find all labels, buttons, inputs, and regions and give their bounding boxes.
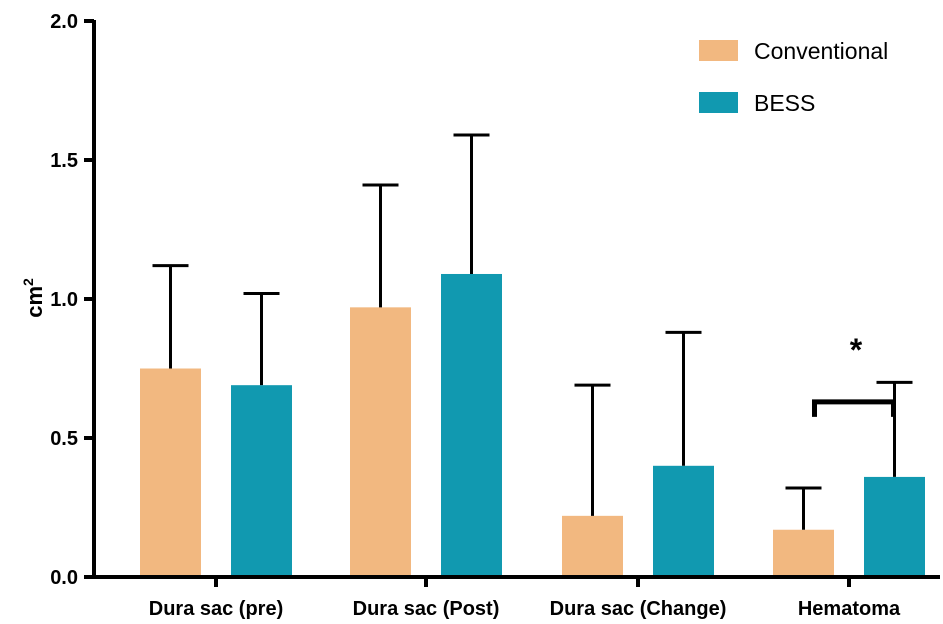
legend-swatch-conventional — [699, 40, 738, 61]
bar-conventional-1 — [140, 368, 201, 577]
bar-bess-1 — [231, 385, 292, 577]
legend-label-conventional: Conventional — [754, 38, 888, 64]
x-tick-label-1: Dura sac (pre) — [149, 598, 284, 620]
bar-bess-3 — [653, 465, 714, 577]
y-tick-label-0.0: 0.0 — [50, 567, 78, 589]
significance-marker: * — [850, 332, 863, 368]
y-tick-label-1.0: 1.0 — [50, 289, 78, 311]
y-axis-label: cm2 — [20, 278, 47, 318]
y-axis-label-unit: cm — [22, 286, 47, 318]
y-tick-label-1.5: 1.5 — [50, 150, 78, 172]
x-tick-label-4: Hematoma — [798, 598, 901, 620]
bar-conventional-2 — [350, 307, 411, 577]
y-axis-label-superscript: 2 — [20, 278, 36, 286]
y-tick-label-2.0: 2.0 — [50, 11, 78, 33]
significance-bracket — [812, 399, 896, 417]
bar-bess-2 — [441, 273, 502, 577]
x-tick-label-3: Dura sac (Change) — [550, 598, 727, 620]
legend-label-bess: BESS — [754, 90, 815, 116]
y-tick-label-0.5: 0.5 — [50, 428, 78, 450]
legend-swatch-bess — [699, 92, 738, 113]
x-tick-label-2: Dura sac (Post) — [353, 598, 500, 620]
bar-conventional-4 — [773, 529, 834, 577]
bar-bess-4 — [864, 476, 925, 577]
bar-conventional-3 — [562, 515, 623, 577]
